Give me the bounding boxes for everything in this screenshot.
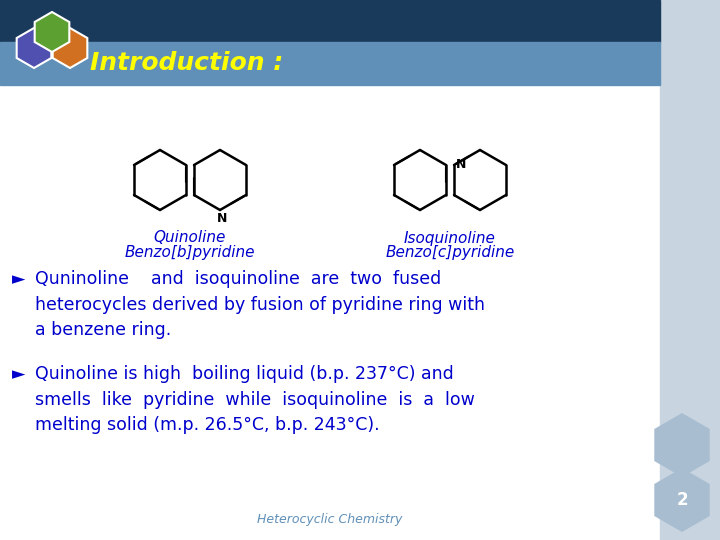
Text: ►: ►: [12, 365, 25, 383]
Polygon shape: [654, 413, 710, 477]
Text: Benzo[b]pyridine: Benzo[b]pyridine: [125, 246, 256, 260]
Text: Quinoline is high  boiling liquid (b.p. 237°C) and
smells  like  pyridine  while: Quinoline is high boiling liquid (b.p. 2…: [35, 365, 475, 434]
Text: Quinoline: Quinoline: [154, 231, 226, 246]
Bar: [0, 0, 660, 42]
Text: ►: ►: [12, 270, 25, 288]
Bar: [0, 42, 660, 85]
Text: Introduction :: Introduction :: [90, 51, 283, 75]
Text: 2: 2: [676, 491, 688, 509]
Text: Benzo[c]pyridine: Benzo[c]pyridine: [385, 246, 515, 260]
Polygon shape: [17, 28, 51, 68]
Polygon shape: [35, 12, 69, 52]
Polygon shape: [53, 28, 87, 68]
Text: Heterocyclic Chemistry: Heterocyclic Chemistry: [257, 514, 402, 526]
Text: N: N: [217, 212, 228, 225]
Bar: [660, 0, 720, 540]
Text: N: N: [456, 159, 467, 172]
Polygon shape: [654, 468, 710, 532]
Text: Isoquinoline: Isoquinoline: [404, 231, 496, 246]
Text: Quninoline    and  isoquinoline  are  two  fused
heterocycles derived by fusion : Quninoline and isoquinoline are two fuse…: [35, 270, 485, 340]
